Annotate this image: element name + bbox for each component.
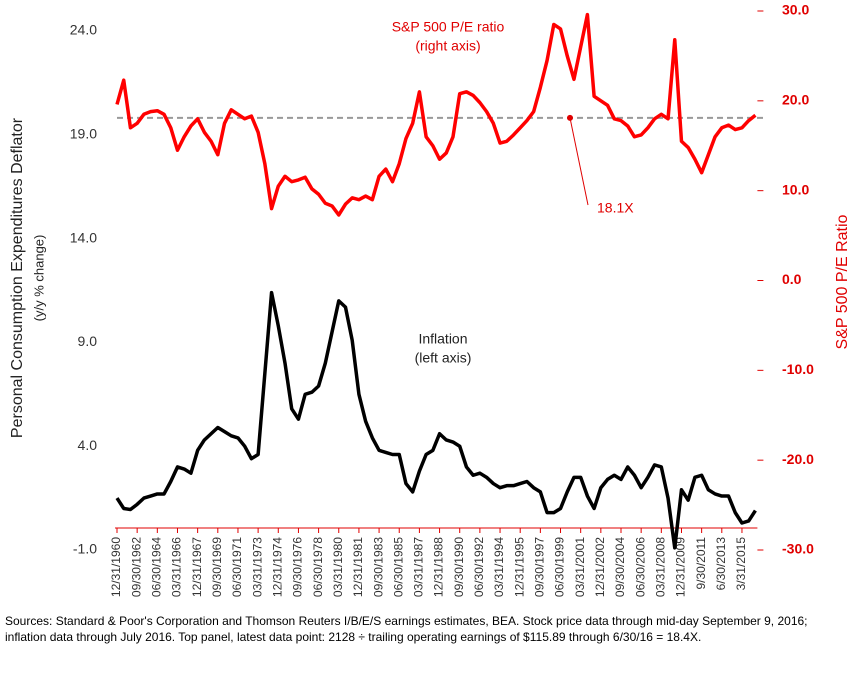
x-tick-label: 12/31/1974 [270,537,284,597]
y-tick-label: 24.0 [70,22,97,38]
x-tick-label: 06/30/1964 [149,537,163,597]
x-tick-label: 9/30/2011 [694,537,708,590]
x-tick-label: 12/31/2002 [593,537,607,597]
x-tick-label: 12/31/1995 [512,537,526,597]
y-axis-label: Personal Consumption Expenditures Deflat… [9,117,26,438]
average-label: 18.1X [597,200,634,216]
y-tick-label: -1.0 [73,541,97,557]
x-tick-label: 06/30/1978 [311,537,325,597]
x-tick-label: 6/30/2013 [714,537,728,591]
x-tick-label: 03/31/1987 [412,537,426,597]
series-line [115,290,757,550]
x-tick-label: 09/30/1976 [291,537,305,597]
series-label: S&P 500 P/E ratio [392,19,505,35]
y-axis-sublabel: (y/y % change) [31,235,46,322]
series-note: (left axis) [415,350,472,366]
y2-tick-label: 30.0 [782,2,809,18]
x-tick-label: 06/30/1992 [472,537,486,597]
x-tick-label: 03/31/1994 [492,537,506,597]
series-note: (right axis) [415,38,480,54]
x-tick-label: 12/31/1988 [432,537,446,597]
x-tick-label: 12/31/1967 [190,537,204,597]
x-tick-label: 03/31/1966 [170,537,184,597]
x-tick-label: 03/31/2008 [653,537,667,597]
y2-axis-label: S&P 500 P/E Ratio [834,214,851,349]
series-line [115,12,757,217]
x-tick-label: 12/31/2009 [674,537,688,597]
y2-tick-label: -20.0 [782,451,814,467]
y2-tick-label: 0.0 [782,271,802,287]
x-tick-label: 12/31/1981 [351,537,365,597]
y-tick-label: 14.0 [70,229,97,245]
x-tick-label: 06/30/1999 [553,537,567,597]
x-tick-label: 03/31/1973 [250,537,264,597]
source-note: inflation data through July 2016. Top pa… [5,630,701,644]
series-label: Inflation [418,331,467,347]
y2-tick-label: 10.0 [782,181,809,197]
x-tick-label: 03/31/1980 [331,537,345,597]
x-tick-label: 09/30/2004 [613,537,627,597]
y-tick-label: 4.0 [78,437,98,453]
source-note: Sources: Standard & Poor's Corporation a… [5,614,808,628]
x-tick-label: 09/30/1969 [210,537,224,597]
x-tick-label: 09/30/1997 [533,537,547,597]
x-tick-label: 06/30/1971 [230,537,244,597]
x-tick-label: 09/30/1962 [129,537,143,597]
x-tick-label: 3/31/2015 [734,537,748,591]
y-tick-label: 9.0 [78,333,98,349]
x-tick-label: 09/30/1983 [371,537,385,597]
y2-tick-label: -10.0 [782,361,814,377]
y-tick-label: 19.0 [70,126,97,142]
x-tick-label: 06/30/2006 [633,537,647,597]
annotation-leader [569,117,589,206]
x-tick-label: 12/31/1960 [109,537,123,597]
x-tick-label: 06/30/1985 [391,537,405,597]
x-tick-label: 03/31/2001 [573,537,587,597]
y2-tick-label: 20.0 [782,92,809,108]
y2-tick-label: -30.0 [782,541,814,557]
x-tick-label: 09/30/1990 [452,537,466,597]
